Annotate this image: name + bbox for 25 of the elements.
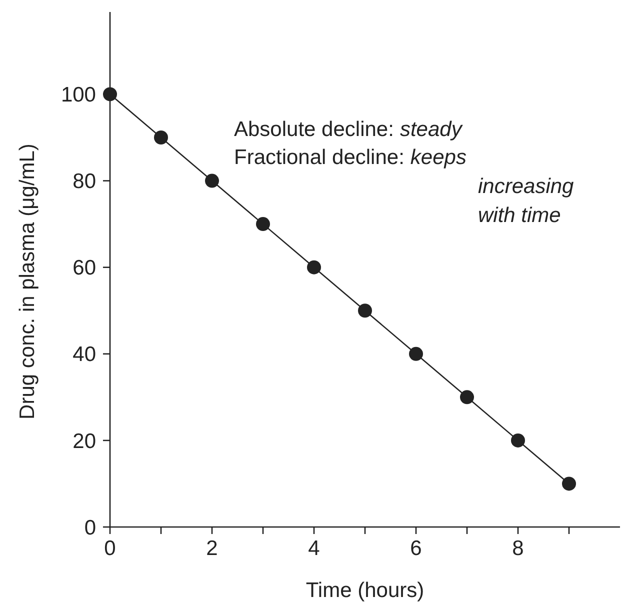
- x-tick-label: 8: [512, 537, 524, 560]
- point: [256, 217, 270, 232]
- y-tick-label: 60: [72, 256, 96, 280]
- point: [460, 390, 474, 404]
- annotation: Absolute decline: steady: [234, 118, 464, 141]
- point: [103, 87, 117, 102]
- y-tick-label: 100: [60, 84, 96, 107]
- x-tick-label: 4: [308, 537, 320, 560]
- annotation: Fractional decline: keeps increasing with time: [234, 146, 574, 227]
- point: [409, 346, 423, 361]
- point: [205, 174, 219, 188]
- x-tick-label: 0: [104, 537, 116, 560]
- point: [307, 260, 321, 274]
- y-tick-label: 20: [72, 430, 96, 453]
- x-axis-title: Time (hours): [306, 579, 424, 602]
- x-tick-label: 6: [410, 537, 422, 560]
- point: [511, 433, 525, 448]
- x-tick-label: 2: [206, 537, 218, 560]
- point: [358, 304, 372, 318]
- point: [154, 130, 168, 145]
- y-tick-label: 0: [84, 516, 96, 540]
- y-axis-title: Drug conc. in plasma (μg/mL): [16, 144, 39, 420]
- point: [562, 476, 576, 491]
- y-tick-label: 80: [72, 170, 96, 194]
- y-tick-label: 40: [72, 343, 96, 366]
